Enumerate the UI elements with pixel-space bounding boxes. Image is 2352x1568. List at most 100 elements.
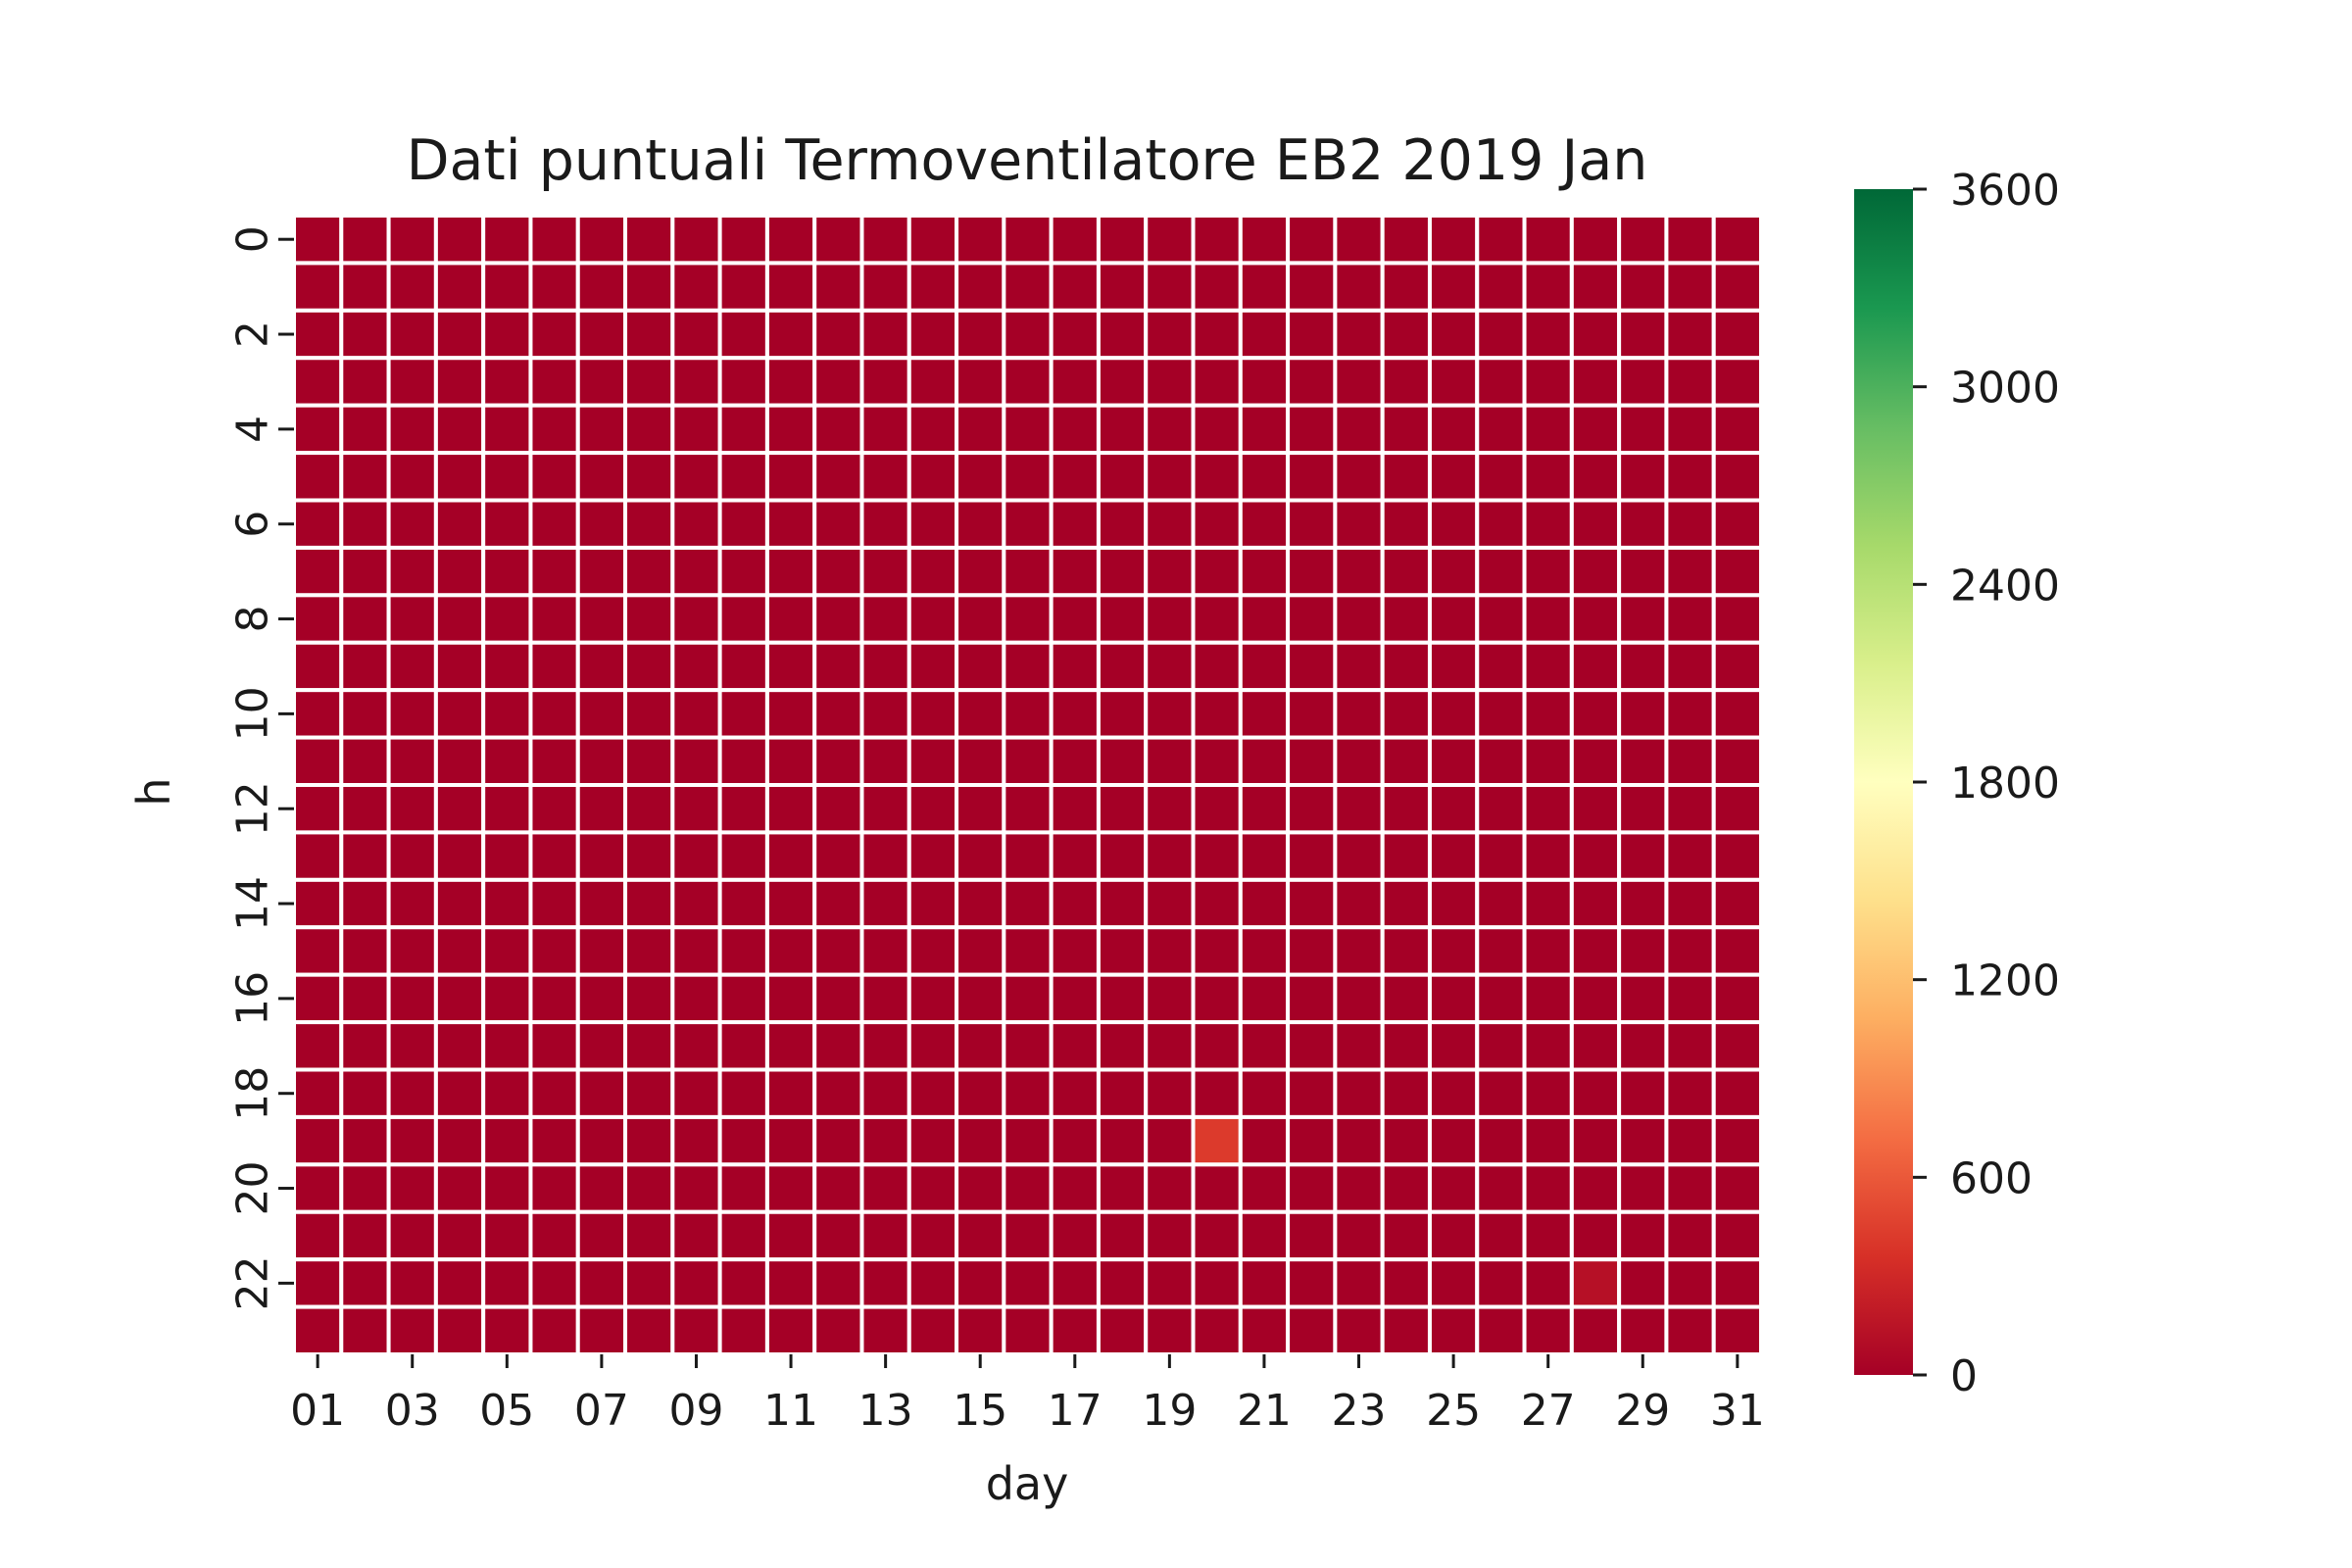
heatmap-cell [528,451,580,503]
heatmap-cell [812,356,864,408]
heatmap-cell [1191,1067,1243,1119]
heatmap-cell [1049,1257,1101,1309]
heatmap-cell [1096,498,1149,550]
heatmap-cell [481,735,533,787]
heatmap-cell [1191,498,1243,550]
heatmap-cell [1002,308,1054,361]
heatmap-cell [1427,1162,1480,1214]
heatmap-cell [1427,1304,1480,1357]
heatmap-cell [528,545,580,598]
heatmap-cell [670,1020,722,1072]
heatmap-cell [575,735,628,787]
heatmap-cell [906,1304,959,1357]
heatmap-cell [386,972,438,1025]
heatmap-cell [859,783,911,835]
heatmap-cell [481,498,533,550]
heatmap-cell [575,1209,628,1262]
heatmap-cell [1286,1304,1338,1357]
heatmap-cell [339,545,391,598]
heatmap-cell [623,1257,675,1309]
heatmap-cell [528,640,580,693]
heatmap-cell [764,640,817,693]
heatmap-cell [764,1209,817,1262]
heatmap-cell [1380,593,1432,645]
heatmap-cell [1096,735,1149,787]
heatmap-cell [812,1209,864,1262]
heatmap-cell [906,1209,959,1262]
heatmap-cell [1333,783,1385,835]
heatmap-cell [528,1257,580,1309]
heatmap-cell [1711,1162,1764,1214]
heatmap-cell [1286,1114,1338,1167]
heatmap-cell [955,688,1006,740]
heatmap-cell [1380,1209,1432,1262]
heatmap-cell [339,925,391,977]
heatmap-cell [292,356,344,408]
heatmap-cell [528,214,580,266]
heatmap-cell [1427,1209,1480,1262]
heatmap-cell [1569,735,1622,787]
heatmap-cell [955,925,1006,977]
heatmap-cell [1380,1020,1432,1072]
heatmap-cell [1144,1020,1196,1072]
heatmap-cell [1711,1257,1764,1309]
heatmap-cell [670,830,722,882]
heatmap-cell [764,1067,817,1119]
heatmap-cell [717,545,769,598]
heatmap-cell [1049,593,1101,645]
heatmap-cell [1664,830,1716,882]
colorbar [1854,189,1913,1375]
heatmap-cell [1238,1304,1291,1357]
heatmap-cell [1096,356,1149,408]
heatmap-cell [339,308,391,361]
heatmap-cell [433,640,486,693]
y-tick-label: 18 [228,1066,278,1121]
heatmap-cell [339,451,391,503]
heatmap-cell [1664,877,1716,930]
heatmap-cell [955,783,1006,835]
heatmap-cell [386,356,438,408]
x-tick-label: 07 [574,1386,629,1436]
heatmap-cell [1096,925,1149,977]
heatmap-cell [670,403,722,456]
heatmap-cell [812,688,864,740]
heatmap-cell [339,356,391,408]
heatmap-cell [1380,925,1432,977]
heatmap-cell [670,498,722,550]
heatmap-cell [1333,925,1385,977]
heatmap-cell [386,593,438,645]
y-tick-label: 16 [228,971,278,1026]
heatmap-cell [575,783,628,835]
heatmap-cell [623,830,675,882]
heatmap-cell [292,735,344,787]
heatmap-cell [717,308,769,361]
heatmap-cell [1569,688,1622,740]
heatmap-cell [1569,1114,1622,1167]
heatmap-cell [1427,783,1480,835]
heatmap-cell [623,640,675,693]
heatmap-cell [1427,545,1480,598]
heatmap-cell [292,1209,344,1262]
heatmap-cell [717,783,769,835]
heatmap-cell [1096,1162,1149,1214]
heatmap-cell [1380,1304,1432,1357]
heatmap-cell [1286,356,1338,408]
heatmap-cell [575,1257,628,1309]
heatmap-cell [528,688,580,740]
heatmap-cell [1333,1257,1385,1309]
heatmap-cell [1617,261,1669,313]
heatmap-cell [859,925,911,977]
heatmap-cell [1380,451,1432,503]
heatmap-cell [812,403,864,456]
heatmap-cell [859,356,911,408]
heatmap-cell [339,877,391,930]
heatmap-cell [1286,403,1338,456]
heatmap-cell [717,356,769,408]
heatmap-cell [292,593,344,645]
heatmap-cell [1711,308,1764,361]
heatmap-cell [1096,451,1149,503]
heatmap-cell [1096,1209,1149,1262]
heatmap-cell [292,308,344,361]
heatmap-cell [1569,451,1622,503]
heatmap-cell [1144,498,1196,550]
